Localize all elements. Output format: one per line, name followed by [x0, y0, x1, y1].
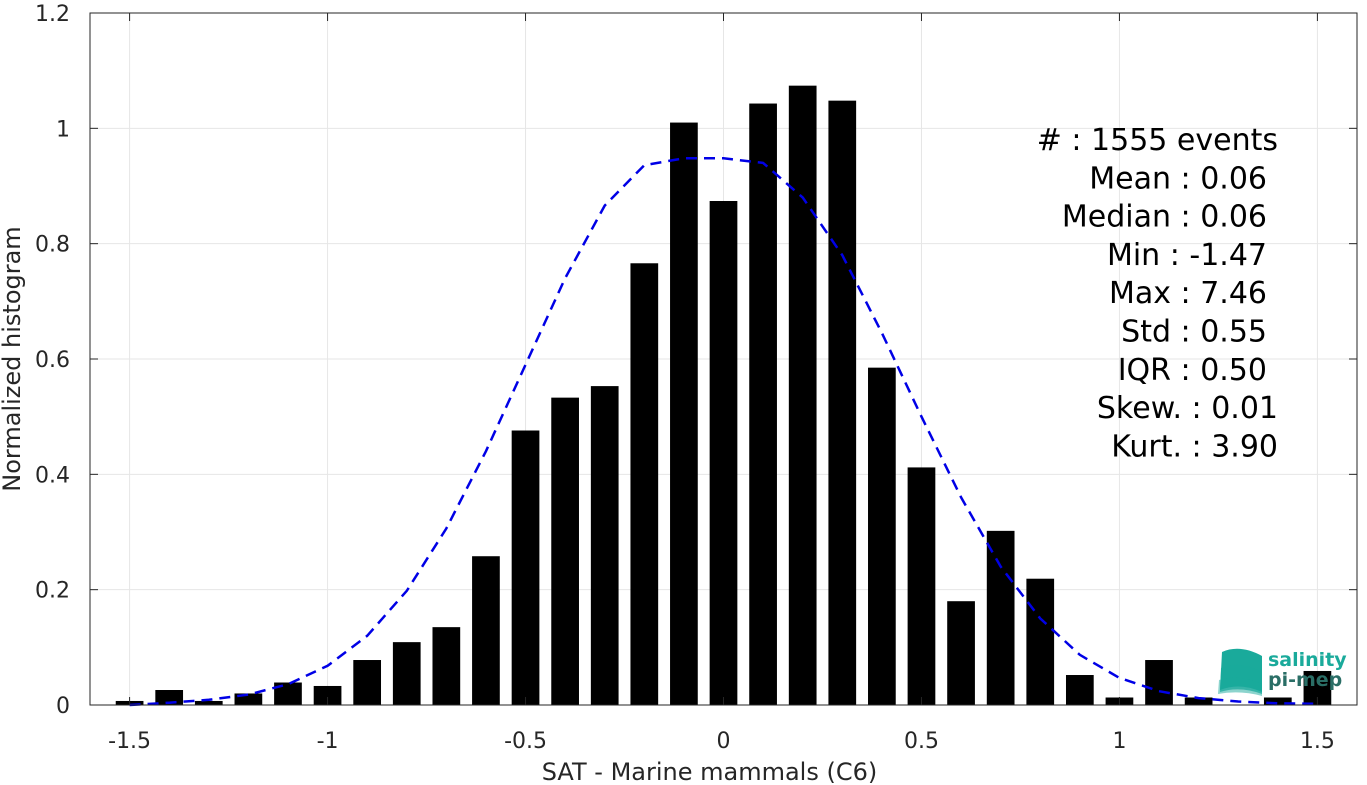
histogram-bar-16 [749, 103, 777, 705]
x-tick-label-4: 0.5 [904, 729, 939, 754]
stat-line-6: IQR : 0.50 [1118, 353, 1267, 388]
histogram-bar-19 [868, 367, 896, 705]
histogram-bar-5 [313, 685, 342, 705]
stat-line-2: Median : 0.06 [1062, 200, 1267, 235]
histogram-bar-23 [1026, 578, 1055, 705]
stat-line-8: Kurt. : 3.90 [1111, 429, 1278, 464]
histogram-bar-20 [907, 467, 936, 705]
histogram-bar-26 [1145, 660, 1173, 705]
y-tick-labels: 0 0.2 0.4 0.6 0.8 1 1.2 [35, 2, 70, 719]
y-tick-label-2: 0.4 [35, 463, 70, 488]
histogram-bar-3 [234, 693, 263, 705]
stat-line-4: Max : 7.46 [1109, 276, 1267, 311]
stat-line-3: Min : -1.47 [1107, 238, 1267, 273]
stat-line-1: Mean : 0.06 [1089, 161, 1267, 196]
x-tick-label-6: 1.5 [1300, 729, 1335, 754]
histogram-bar-13 [630, 263, 659, 705]
histogram-bar-7 [392, 642, 421, 705]
x-tick-labels: -1.5 -1 -0.5 0 0.5 1 1.5 [108, 729, 1335, 754]
histogram-bar-29 [1263, 697, 1292, 705]
logo-wave-icon [1218, 648, 1262, 696]
bar-series [115, 85, 1332, 706]
axis-ticks [90, 12, 1357, 706]
histogram-bar-9 [472, 556, 500, 705]
histogram-bar-21 [947, 601, 975, 705]
y-tick-label-5: 1 [56, 117, 70, 142]
x-tick-label-5: 1 [1112, 729, 1126, 754]
stat-line-5: Std : 0.55 [1121, 315, 1267, 350]
y-tick-label-3: 0.6 [35, 348, 70, 373]
logo-text-salinity: salinity [1268, 649, 1347, 671]
histogram-bar-18 [828, 100, 857, 706]
histogram-bar-4 [274, 682, 302, 705]
salinity-pimep-logo: salinity pi-mep [1218, 648, 1347, 696]
x-tick-label-2: -0.5 [504, 729, 547, 754]
histogram-bar-15 [709, 200, 738, 705]
y-axis-label: Normalized histogram [0, 226, 26, 491]
histogram-bar-14 [670, 122, 698, 706]
histogram-bar-27 [1184, 697, 1213, 705]
x-tick-label-3: 0 [717, 729, 731, 754]
histogram-bar-6 [353, 660, 382, 705]
stat-line-0: # : 1555 events [1037, 123, 1278, 158]
y-tick-label-0: 0 [56, 694, 70, 719]
histogram-bar-22 [986, 530, 1015, 705]
histogram-bar-24 [1065, 675, 1094, 705]
stat-line-7: Skew. : 0.01 [1097, 391, 1278, 426]
histogram-bar-11 [551, 397, 579, 705]
x-axis-label: SAT - Marine mammals (C6) [542, 758, 877, 785]
histogram-bar-12 [590, 386, 619, 705]
y-tick-label-4: 0.8 [35, 233, 70, 258]
y-tick-label-1: 0.2 [35, 579, 70, 604]
gaussian-fit-curve [129, 157, 1318, 707]
x-tick-label-0: -1.5 [108, 729, 151, 754]
logo-text-pimep: pi-mep [1268, 669, 1342, 691]
histogram-bar-8 [432, 627, 461, 705]
x-tick-label-1: -1 [317, 729, 339, 754]
histogram-bar-17 [788, 85, 817, 705]
y-tick-label-6: 1.2 [35, 2, 70, 27]
histogram-bar-10 [511, 430, 540, 705]
histogram-bar-2 [194, 700, 223, 705]
